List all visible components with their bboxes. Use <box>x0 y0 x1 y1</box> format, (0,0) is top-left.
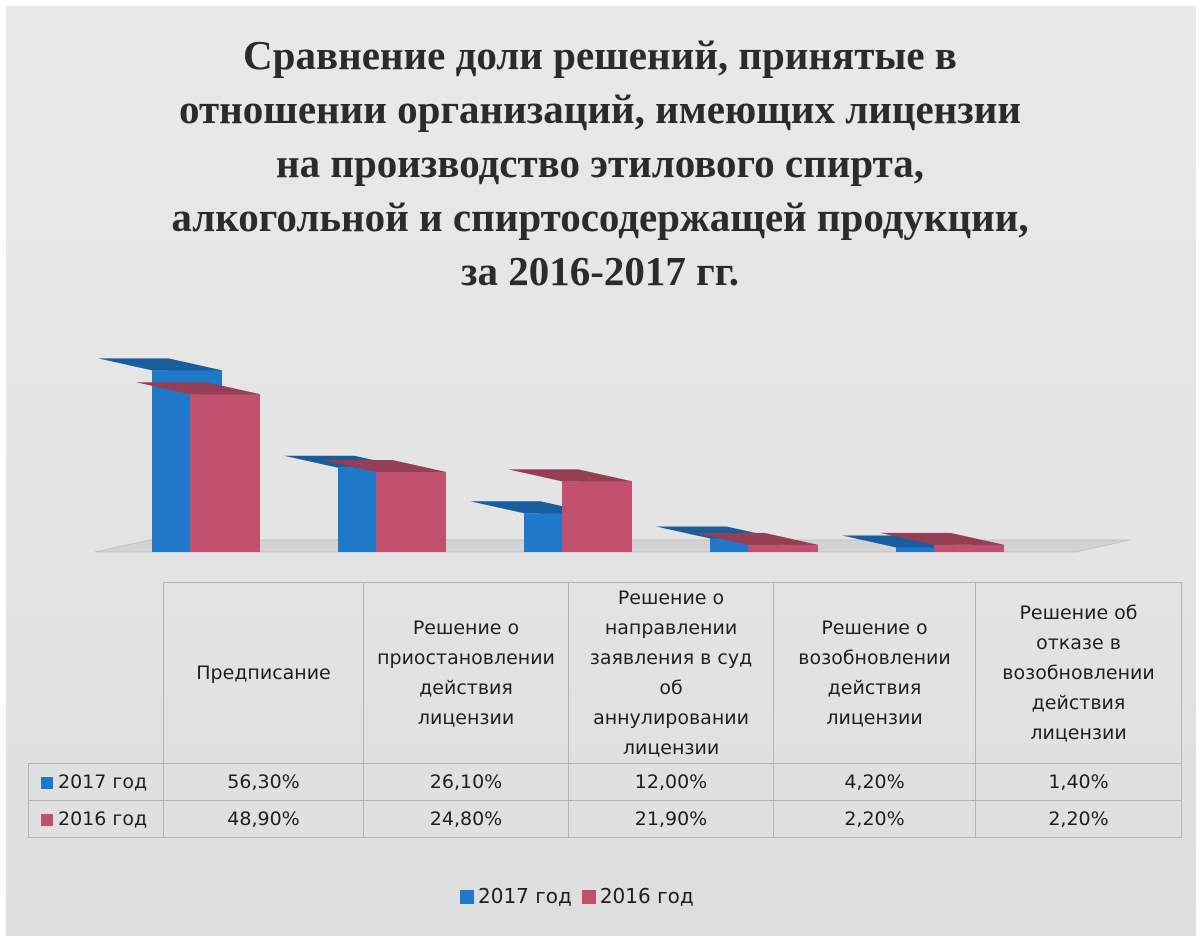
table-row: 2016 год 48,90% 24,80% 21,90% 2,20% 2,20% <box>28 800 1182 838</box>
data-table: Предписание Решение о приостановлении дейст… <box>28 582 1182 838</box>
chart-title: Сравнение доли решений, принятые в отноше… <box>80 28 1120 298</box>
category-label-line: возобновлении <box>798 647 951 669</box>
category-label-line: действия <box>419 677 513 699</box>
data-label: 56,30% <box>163 763 364 801</box>
category-label: Решение о направлении заявления в суд об анн… <box>568 582 774 764</box>
category-label-line: приостановлении <box>377 647 555 669</box>
data-label: 12,00% <box>568 763 774 801</box>
category-label-line: заявления в суд <box>589 647 753 669</box>
category-label-line: Решение об <box>1019 602 1138 624</box>
category-label-line: Решение о <box>617 587 725 609</box>
category-label-line: направлении <box>604 617 738 639</box>
bar-2016-год-5 <box>880 532 1004 552</box>
category-label-line: лицензии <box>417 707 515 729</box>
series-key <box>41 777 53 789</box>
data-label: 4,20% <box>773 763 976 801</box>
category-label: Решение о приостановлении действия лицензии <box>363 582 569 764</box>
category-label-line: Предписание <box>196 662 331 684</box>
legend-item: 2017 год <box>460 884 572 908</box>
legend-label: 2016 год <box>599 884 694 908</box>
category-label-line: лицензии <box>826 707 923 729</box>
category-label: Решение об отказе в возобновлении действия л… <box>975 582 1182 764</box>
series-label: 2016 год <box>28 800 164 838</box>
legend-item: 2016 год <box>581 884 694 908</box>
chart-title-line: Сравнение доли решений, принятые в <box>243 32 957 78</box>
category-label-line: аннулировании <box>593 707 749 729</box>
legend-key <box>460 890 474 904</box>
data-label: 2,20% <box>975 800 1182 838</box>
category-label-line: действия <box>1031 692 1126 714</box>
data-label: 48,90% <box>163 800 364 838</box>
series-name: 2017 год <box>58 771 148 793</box>
category-label-line: Решение о <box>412 617 520 639</box>
legend-label: 2017 год <box>478 884 572 908</box>
legend: 2017 год 2016 год <box>460 884 704 908</box>
table-corner <box>28 582 164 764</box>
chart-title-line: алкогольной и спиртосодержащей продукции… <box>171 194 1029 240</box>
category-label-line: возобновлении <box>1002 662 1155 684</box>
bar-2016-год-4 <box>694 532 818 552</box>
chart-title-line: отношении организаций, имеющих лицензии <box>178 86 1022 132</box>
category-label-line: лицензии <box>622 737 720 759</box>
chart-title-line: на производство этилового спирта, <box>275 140 925 186</box>
bar-2016-год-3 <box>508 469 632 552</box>
category-label: Решение о возобновлении действия лицензии <box>773 582 976 764</box>
category-label-line: отказе в <box>1036 632 1121 654</box>
series-label: 2017 год <box>28 763 164 801</box>
chart-title-line: за 2016-2017 гг. <box>461 248 739 294</box>
category-label-line: Решение о <box>821 617 928 639</box>
bar-2016-год-2 <box>322 460 446 552</box>
category-label-line: лицензии <box>1030 722 1127 744</box>
data-label: 21,90% <box>568 800 774 838</box>
category-label: Предписание <box>163 582 364 764</box>
category-label-line: действия <box>827 677 922 699</box>
category-header-row: Предписание Решение о приостановлении дейст… <box>28 582 1182 764</box>
data-label: 2,20% <box>773 800 976 838</box>
data-label: 24,80% <box>363 800 569 838</box>
table-row: 2017 год 56,30% 26,10% 12,00% 4,20% 1,40% <box>28 763 1182 801</box>
series-name: 2016 год <box>58 808 148 830</box>
data-label: 1,40% <box>975 763 1182 801</box>
series-key <box>41 814 53 826</box>
legend-key <box>581 890 596 904</box>
bar-2016-год-1 <box>136 382 260 552</box>
data-label: 26,10% <box>363 763 569 801</box>
category-label-line: об <box>659 677 683 699</box>
